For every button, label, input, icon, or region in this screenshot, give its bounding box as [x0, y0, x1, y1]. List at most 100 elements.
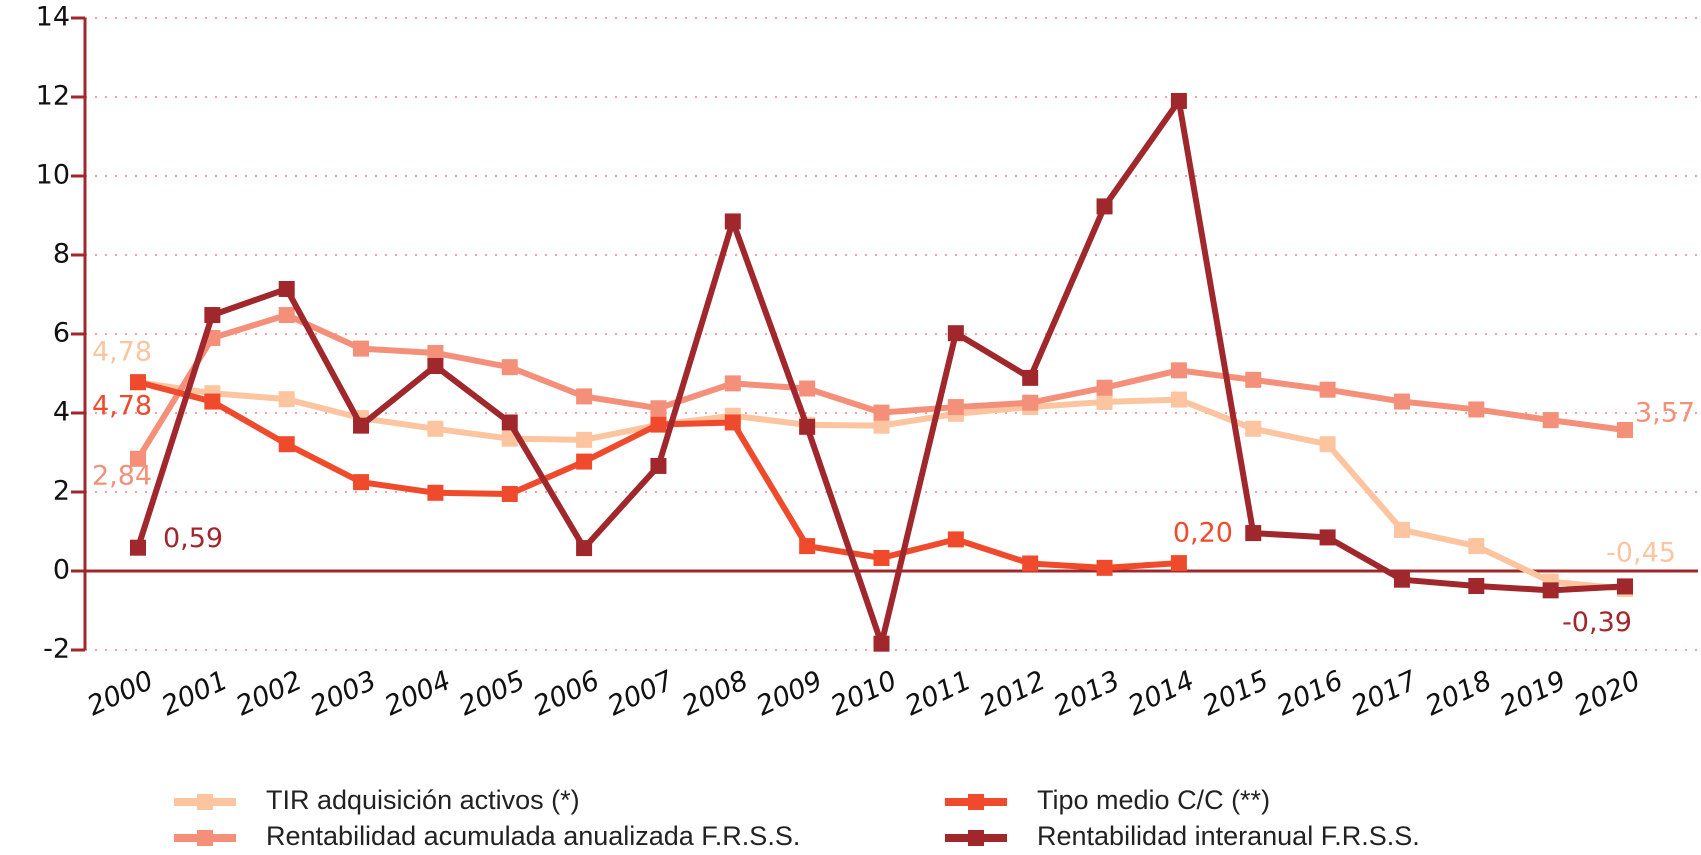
marker — [650, 400, 667, 417]
marker — [724, 414, 741, 431]
y-tick-label: 8 — [53, 239, 70, 270]
marker — [576, 431, 593, 448]
marker — [1096, 559, 1113, 576]
marker — [501, 485, 518, 502]
marker — [1022, 555, 1039, 572]
data-label: 3,57 — [1635, 397, 1695, 428]
x-tick-label: 2018 — [1421, 665, 1496, 722]
data-label: 4,78 — [92, 391, 152, 422]
marker — [1245, 371, 1262, 388]
x-tick-label: 2000 — [83, 665, 158, 722]
x-tick-label: 2009 — [752, 665, 827, 722]
marker — [1468, 401, 1485, 418]
x-tick-label: 2013 — [1049, 665, 1124, 722]
data-label: -0,45 — [1606, 537, 1676, 568]
marker — [1319, 436, 1336, 453]
x-tick-label: 2020 — [1570, 665, 1645, 722]
marker — [799, 380, 816, 397]
marker — [353, 417, 370, 434]
marker — [1245, 420, 1262, 437]
marker — [1096, 393, 1113, 410]
marker — [650, 416, 667, 433]
marker — [1170, 555, 1187, 572]
marker — [353, 340, 370, 357]
marker — [1393, 393, 1410, 410]
marker — [1617, 421, 1633, 438]
marker — [1542, 582, 1559, 599]
marker — [1393, 521, 1410, 538]
x-tick-label: 2006 — [529, 665, 604, 722]
marker — [873, 417, 890, 434]
marker — [576, 540, 593, 557]
marker — [947, 325, 964, 342]
x-tick-label: 2010 — [826, 665, 901, 722]
data-label: -0,39 — [1562, 607, 1632, 638]
marker — [1096, 379, 1113, 396]
marker — [1393, 571, 1410, 588]
y-tick-label: 2 — [53, 476, 70, 507]
x-tick-label: 2016 — [1272, 665, 1347, 722]
marker — [1468, 578, 1485, 595]
x-tick-label: 2015 — [1198, 665, 1273, 722]
x-tick-label: 2004 — [380, 665, 455, 722]
x-tick-label: 2005 — [454, 665, 529, 722]
marker — [204, 393, 221, 410]
x-tick-label: 2008 — [678, 665, 753, 722]
marker — [130, 374, 146, 391]
marker — [1022, 369, 1039, 386]
marker — [427, 484, 444, 501]
legend-label: TIR adquisición activos (*) — [266, 785, 580, 815]
marker — [1617, 578, 1633, 595]
y-tick-label: 4 — [53, 397, 70, 428]
marker — [1319, 529, 1336, 546]
x-tick-label: 2019 — [1495, 665, 1570, 722]
marker — [130, 450, 146, 467]
data-label: 2,84 — [92, 460, 152, 491]
marker — [947, 399, 964, 416]
x-tick-label: 2012 — [975, 665, 1050, 722]
x-tick-label: 2014 — [1124, 665, 1199, 722]
marker — [1468, 538, 1485, 555]
marker — [427, 357, 444, 374]
y-tick-label: 6 — [53, 318, 70, 349]
marker — [1170, 391, 1187, 408]
y-tick-label: 0 — [53, 555, 70, 586]
x-tick-label: 2001 — [157, 665, 232, 722]
marker — [724, 213, 741, 230]
y-tick-label: 14 — [36, 2, 70, 33]
marker — [1022, 394, 1039, 411]
marker — [947, 531, 964, 548]
marker — [501, 359, 518, 376]
x-tick-label: 2017 — [1347, 665, 1422, 722]
legend-marker — [968, 830, 984, 846]
y-tick-label: 12 — [36, 81, 70, 112]
marker — [427, 420, 444, 437]
x-tick-label: 2011 — [901, 665, 976, 722]
data-label: 0,20 — [1173, 518, 1233, 549]
marker — [1245, 525, 1262, 542]
marker — [278, 391, 295, 408]
marker — [650, 457, 667, 474]
legend-label: Tipo medio C/C (**) — [1037, 785, 1270, 815]
marker — [873, 635, 890, 652]
data-label: 0,59 — [163, 523, 223, 554]
data-label: 4,78 — [92, 337, 152, 368]
x-tick-label: 2002 — [231, 665, 306, 722]
marker — [1319, 381, 1336, 398]
legend-label: Rentabilidad interanual F.R.S.S. — [1037, 821, 1420, 851]
marker — [278, 307, 295, 324]
y-tick-label: -2 — [43, 634, 70, 665]
marker — [576, 388, 593, 405]
marker — [1096, 198, 1113, 215]
legend-label: Rentabilidad acumulada anualizada F.R.S.… — [266, 821, 800, 851]
y-tick-label: 10 — [36, 160, 70, 191]
x-tick-label: 2003 — [306, 665, 381, 722]
marker — [1170, 362, 1187, 379]
marker — [278, 436, 295, 453]
series-line — [135, 312, 1626, 461]
marker — [130, 539, 146, 556]
marker — [576, 453, 593, 470]
marker — [1170, 92, 1187, 109]
marker — [873, 549, 890, 566]
